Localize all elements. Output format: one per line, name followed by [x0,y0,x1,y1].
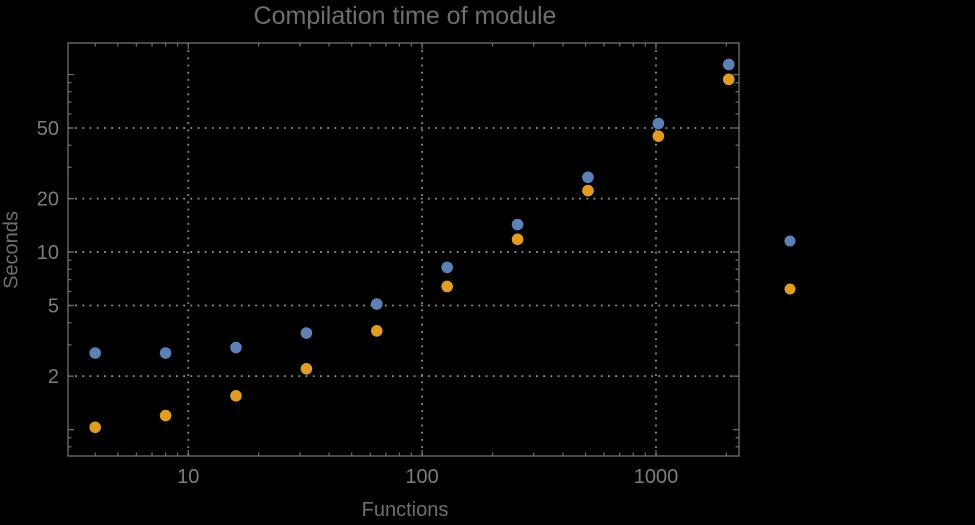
x-axis-label: Functions [361,499,449,521]
y-tick-label: 2 [48,366,59,388]
y-tick-label: 10 [37,242,59,264]
data-point-series-2 [511,233,524,246]
data-point-series-2 [722,73,735,86]
data-point-series-2 [159,409,172,422]
data-point-series-1 [370,298,383,310]
legend-marker-series-1 [784,235,796,247]
data-point-series-1 [159,347,172,359]
data-point-series-1 [89,347,102,359]
data-point-series-1 [230,341,242,354]
data-point-series-2 [582,184,594,197]
data-point-series-1 [652,117,665,130]
data-point-series-1 [722,58,735,71]
y-tick-label: 5 [48,296,59,318]
data-point-series-1 [441,261,453,274]
x-tick-label: 10 [177,466,199,488]
data-point-series-2 [89,421,102,434]
x-tick-label: 1000 [634,466,679,488]
data-point-series-1 [582,171,594,184]
data-point-series-1 [300,327,313,339]
data-point-series-1 [511,218,524,231]
data-point-series-2 [300,363,313,375]
data-point-series-2 [230,390,242,402]
y-tick-label: 50 [37,118,59,140]
chart-title: Compilation time of module [253,2,557,30]
y-tick-label: 20 [37,189,59,211]
data-point-series-2 [370,325,383,337]
data-point-series-2 [441,280,453,293]
x-tick-label: 100 [405,466,438,488]
plot-frame [67,42,740,457]
data-point-series-2 [652,130,665,142]
legend-marker-series-2 [784,283,796,295]
